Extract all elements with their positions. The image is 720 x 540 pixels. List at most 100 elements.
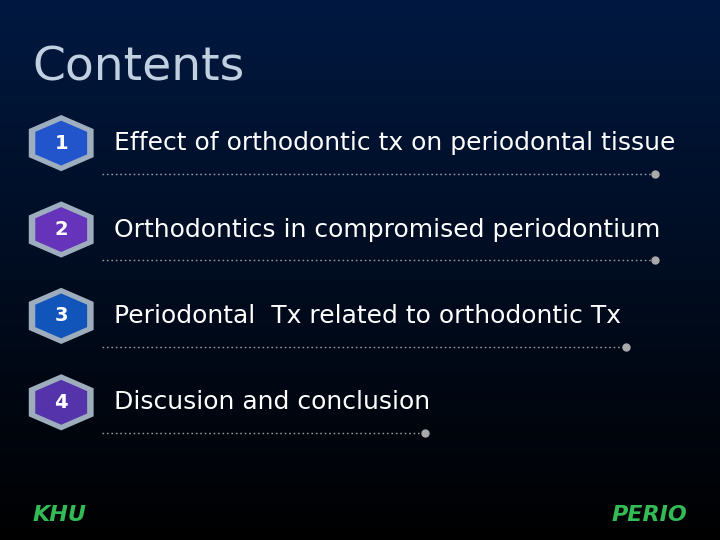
- Bar: [0, 197, 720, 200]
- Bar: [0, 408, 720, 410]
- Bar: [0, 240, 720, 243]
- Bar: [0, 394, 720, 397]
- Bar: [0, 273, 720, 275]
- Bar: [0, 497, 720, 500]
- Bar: [0, 346, 720, 348]
- Bar: [0, 464, 720, 467]
- Bar: [0, 410, 720, 413]
- Bar: [0, 89, 720, 92]
- Bar: [0, 238, 720, 240]
- Bar: [0, 348, 720, 351]
- Bar: [0, 494, 720, 497]
- Bar: [0, 532, 720, 535]
- Bar: [0, 154, 720, 157]
- Bar: [0, 362, 720, 364]
- Bar: [0, 421, 720, 424]
- Bar: [0, 508, 720, 510]
- Bar: [0, 192, 720, 194]
- Bar: [0, 92, 720, 94]
- Bar: [0, 22, 720, 24]
- Bar: [0, 38, 720, 40]
- Bar: [0, 230, 720, 232]
- Bar: [0, 170, 720, 173]
- Bar: [0, 389, 720, 392]
- Bar: [0, 32, 720, 35]
- Bar: [0, 308, 720, 310]
- Bar: [0, 324, 720, 327]
- Bar: [0, 248, 720, 251]
- Bar: [0, 57, 720, 59]
- Bar: [0, 103, 720, 105]
- Bar: [0, 227, 720, 229]
- Bar: [0, 335, 720, 338]
- Bar: [0, 537, 720, 540]
- Bar: [0, 275, 720, 278]
- Bar: [0, 448, 720, 451]
- Bar: [0, 221, 720, 224]
- Bar: [0, 140, 720, 143]
- Bar: [0, 478, 720, 481]
- Bar: [0, 127, 720, 130]
- Bar: [0, 510, 720, 513]
- Bar: [0, 386, 720, 389]
- Bar: [0, 76, 720, 78]
- Bar: [0, 370, 720, 373]
- Bar: [0, 200, 720, 202]
- Bar: [0, 472, 720, 475]
- Bar: [0, 73, 720, 76]
- Polygon shape: [35, 380, 87, 425]
- Bar: [0, 251, 720, 254]
- Bar: [0, 246, 720, 248]
- Bar: [0, 500, 720, 502]
- Bar: [0, 165, 720, 167]
- Bar: [0, 278, 720, 281]
- Bar: [0, 259, 720, 262]
- Bar: [0, 262, 720, 265]
- Bar: [0, 14, 720, 16]
- Bar: [0, 338, 720, 340]
- Polygon shape: [35, 207, 87, 252]
- Bar: [0, 173, 720, 176]
- Bar: [0, 100, 720, 103]
- Bar: [0, 40, 720, 43]
- Bar: [0, 451, 720, 454]
- Bar: [0, 84, 720, 86]
- Bar: [0, 62, 720, 65]
- Bar: [0, 59, 720, 62]
- Bar: [0, 302, 720, 305]
- Polygon shape: [35, 120, 87, 166]
- Bar: [0, 130, 720, 132]
- Bar: [0, 475, 720, 478]
- Bar: [0, 51, 720, 54]
- Bar: [0, 321, 720, 324]
- Bar: [0, 176, 720, 178]
- Polygon shape: [29, 201, 94, 258]
- Bar: [0, 454, 720, 456]
- Bar: [0, 205, 720, 208]
- Bar: [0, 316, 720, 319]
- Bar: [0, 491, 720, 494]
- Bar: [0, 524, 720, 526]
- Bar: [0, 313, 720, 316]
- Bar: [0, 138, 720, 140]
- Bar: [0, 459, 720, 462]
- Bar: [0, 213, 720, 216]
- Bar: [0, 116, 720, 119]
- Bar: [0, 284, 720, 286]
- Bar: [0, 78, 720, 81]
- Bar: [0, 435, 720, 437]
- Bar: [0, 535, 720, 537]
- Bar: [0, 286, 720, 289]
- Bar: [0, 443, 720, 445]
- Polygon shape: [29, 374, 94, 430]
- Bar: [0, 416, 720, 418]
- Bar: [0, 516, 720, 518]
- Bar: [0, 427, 720, 429]
- Bar: [0, 319, 720, 321]
- Bar: [0, 383, 720, 386]
- Bar: [0, 356, 720, 359]
- Bar: [0, 189, 720, 192]
- Text: Effect of orthodontic tx on periodontal tissue: Effect of orthodontic tx on periodontal …: [114, 131, 676, 155]
- Bar: [0, 526, 720, 529]
- Bar: [0, 5, 720, 8]
